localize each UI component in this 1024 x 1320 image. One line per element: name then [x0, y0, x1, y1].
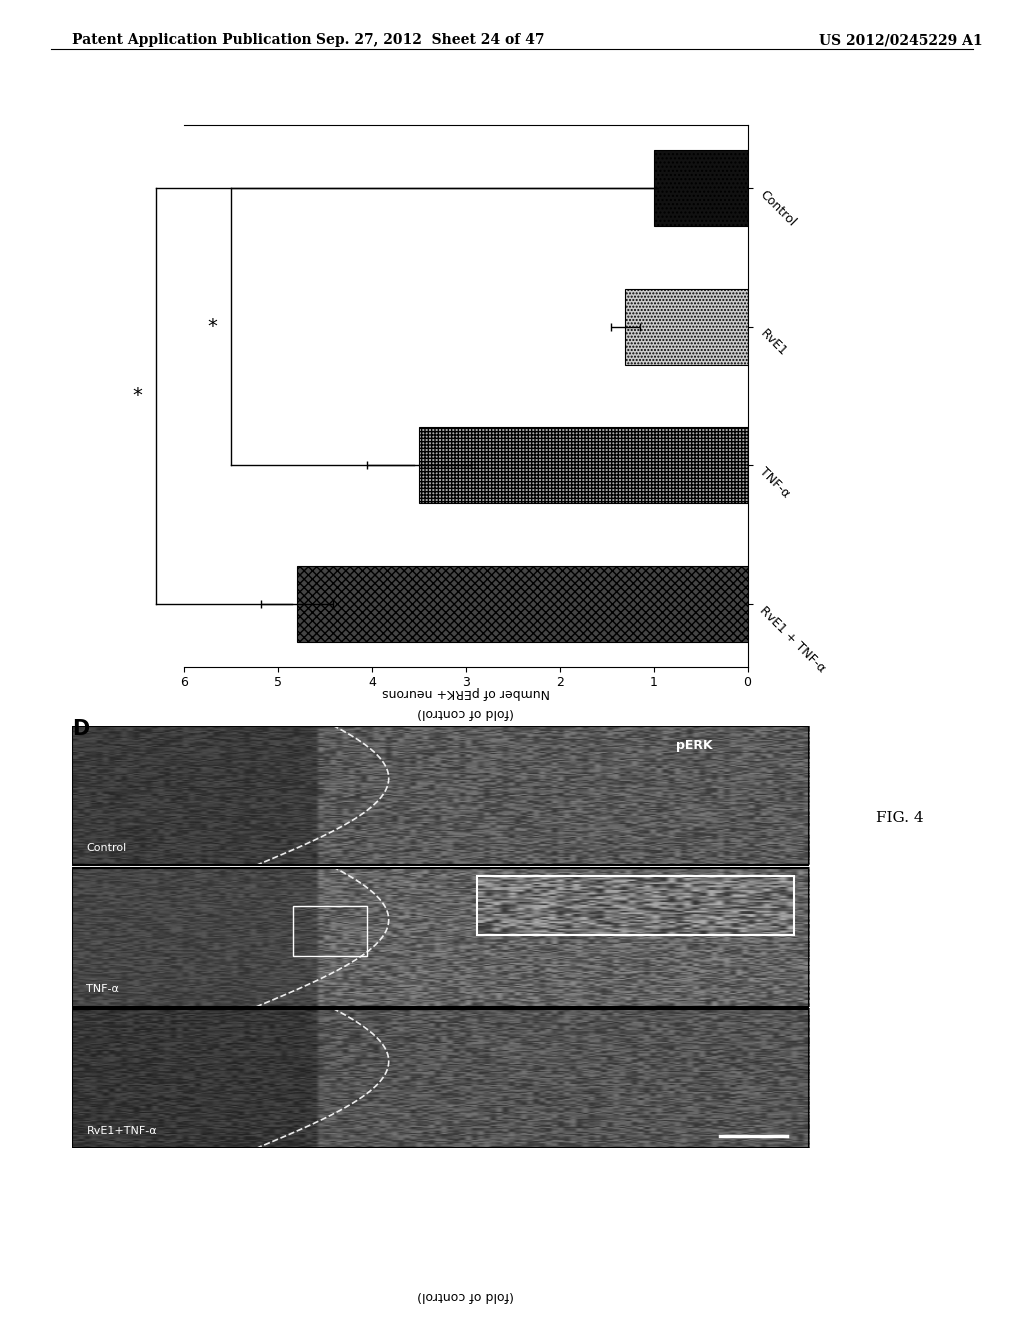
Text: TNF-α: TNF-α: [86, 985, 120, 994]
Bar: [626, 289, 748, 364]
Text: *: *: [132, 387, 142, 405]
Bar: [72, 867, 809, 1007]
Text: Number of pERK+ neurons: Number of pERK+ neurons: [382, 686, 550, 700]
Bar: [293, 906, 367, 956]
Text: US 2012/0245229 A1: US 2012/0245229 A1: [819, 33, 983, 48]
Text: D: D: [72, 719, 89, 739]
Text: Patent Application Publication: Patent Application Publication: [72, 33, 311, 48]
Text: Number of pERK+ neurons: Number of pERK+ neurons: [382, 1127, 550, 1139]
Text: (fold of control): (fold of control): [418, 1290, 514, 1302]
Text: Control: Control: [86, 842, 127, 853]
Bar: [477, 876, 795, 935]
Text: FIG. 4: FIG. 4: [876, 812, 924, 825]
Text: RvE1+TNF-α: RvE1+TNF-α: [86, 1126, 157, 1135]
Bar: [653, 150, 748, 226]
Text: Sep. 27, 2012  Sheet 24 of 47: Sep. 27, 2012 Sheet 24 of 47: [315, 33, 545, 48]
Text: *: *: [208, 317, 217, 337]
Bar: [297, 566, 748, 642]
Bar: [419, 428, 748, 503]
Bar: [72, 1008, 809, 1148]
Text: (fold of control): (fold of control): [418, 706, 514, 719]
Bar: [72, 726, 809, 866]
Text: pERK: pERK: [676, 739, 713, 751]
